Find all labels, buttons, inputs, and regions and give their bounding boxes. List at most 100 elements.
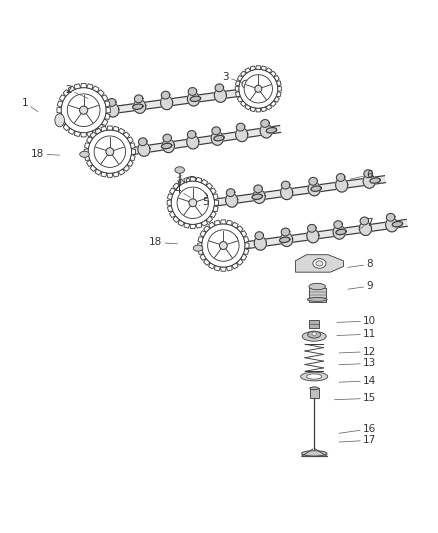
Ellipse shape xyxy=(312,332,316,335)
Polygon shape xyxy=(241,231,247,237)
Polygon shape xyxy=(187,92,200,106)
Polygon shape xyxy=(173,216,180,222)
Polygon shape xyxy=(127,160,133,166)
Polygon shape xyxy=(309,177,318,185)
Polygon shape xyxy=(244,237,249,243)
Polygon shape xyxy=(210,211,216,217)
Ellipse shape xyxy=(309,284,325,290)
Polygon shape xyxy=(279,237,290,243)
Ellipse shape xyxy=(301,451,327,456)
Polygon shape xyxy=(241,85,253,99)
Polygon shape xyxy=(86,160,92,166)
Polygon shape xyxy=(187,135,199,149)
Polygon shape xyxy=(75,112,85,117)
Circle shape xyxy=(80,106,88,114)
Polygon shape xyxy=(109,151,120,157)
Polygon shape xyxy=(107,173,113,177)
Polygon shape xyxy=(170,211,176,217)
Circle shape xyxy=(88,130,132,174)
Polygon shape xyxy=(84,149,88,155)
Polygon shape xyxy=(236,91,240,96)
Ellipse shape xyxy=(307,374,322,379)
Polygon shape xyxy=(201,220,208,226)
Polygon shape xyxy=(214,88,226,102)
Text: 14: 14 xyxy=(339,376,376,386)
Polygon shape xyxy=(311,186,321,191)
Polygon shape xyxy=(212,127,220,135)
Ellipse shape xyxy=(313,259,326,268)
Polygon shape xyxy=(134,95,143,103)
Polygon shape xyxy=(60,95,66,101)
Ellipse shape xyxy=(307,297,327,301)
Polygon shape xyxy=(190,177,196,181)
Polygon shape xyxy=(278,86,281,91)
Polygon shape xyxy=(170,188,176,195)
Polygon shape xyxy=(236,81,240,86)
Polygon shape xyxy=(237,259,243,265)
Polygon shape xyxy=(219,220,407,253)
Polygon shape xyxy=(274,76,279,81)
Polygon shape xyxy=(68,86,75,92)
Polygon shape xyxy=(220,220,226,224)
Ellipse shape xyxy=(80,151,89,157)
Polygon shape xyxy=(80,107,92,121)
Polygon shape xyxy=(118,128,125,134)
Polygon shape xyxy=(138,138,147,146)
Polygon shape xyxy=(215,220,220,225)
Polygon shape xyxy=(130,155,135,160)
Polygon shape xyxy=(107,126,113,130)
Polygon shape xyxy=(281,181,290,189)
Polygon shape xyxy=(252,194,262,199)
Text: 13: 13 xyxy=(339,358,376,368)
Polygon shape xyxy=(236,128,248,142)
Polygon shape xyxy=(237,226,243,232)
Polygon shape xyxy=(173,183,180,189)
Polygon shape xyxy=(98,124,104,131)
Polygon shape xyxy=(188,176,385,209)
Polygon shape xyxy=(206,216,212,222)
Circle shape xyxy=(177,187,208,219)
Polygon shape xyxy=(85,143,90,149)
Polygon shape xyxy=(261,107,266,111)
Polygon shape xyxy=(244,248,249,254)
Ellipse shape xyxy=(307,331,321,338)
Polygon shape xyxy=(360,217,369,225)
Text: 3: 3 xyxy=(222,71,243,83)
Text: 18: 18 xyxy=(149,238,177,247)
Polygon shape xyxy=(81,133,87,137)
Polygon shape xyxy=(105,101,110,107)
Polygon shape xyxy=(232,222,238,228)
Polygon shape xyxy=(102,119,108,126)
Polygon shape xyxy=(92,86,99,92)
Polygon shape xyxy=(229,236,237,243)
Polygon shape xyxy=(251,107,256,111)
Polygon shape xyxy=(270,101,276,107)
Polygon shape xyxy=(190,96,201,101)
Polygon shape xyxy=(161,91,170,99)
Polygon shape xyxy=(113,126,119,132)
Polygon shape xyxy=(336,174,345,181)
Polygon shape xyxy=(270,71,276,77)
Polygon shape xyxy=(256,108,261,112)
Text: 11: 11 xyxy=(337,329,376,339)
Circle shape xyxy=(94,136,126,167)
Polygon shape xyxy=(254,236,266,250)
Polygon shape xyxy=(235,86,239,91)
Text: 15: 15 xyxy=(335,393,376,403)
Polygon shape xyxy=(226,266,232,271)
Polygon shape xyxy=(392,221,403,227)
Text: 4: 4 xyxy=(174,185,191,198)
Polygon shape xyxy=(198,237,203,243)
Circle shape xyxy=(189,199,197,207)
Polygon shape xyxy=(74,131,81,136)
Polygon shape xyxy=(385,218,398,232)
Polygon shape xyxy=(266,104,272,110)
Polygon shape xyxy=(241,254,247,260)
Circle shape xyxy=(244,75,272,103)
Text: 18: 18 xyxy=(31,149,60,159)
Polygon shape xyxy=(114,142,123,149)
Polygon shape xyxy=(178,180,184,185)
Circle shape xyxy=(219,241,227,249)
Polygon shape xyxy=(201,180,208,185)
Polygon shape xyxy=(232,263,238,269)
